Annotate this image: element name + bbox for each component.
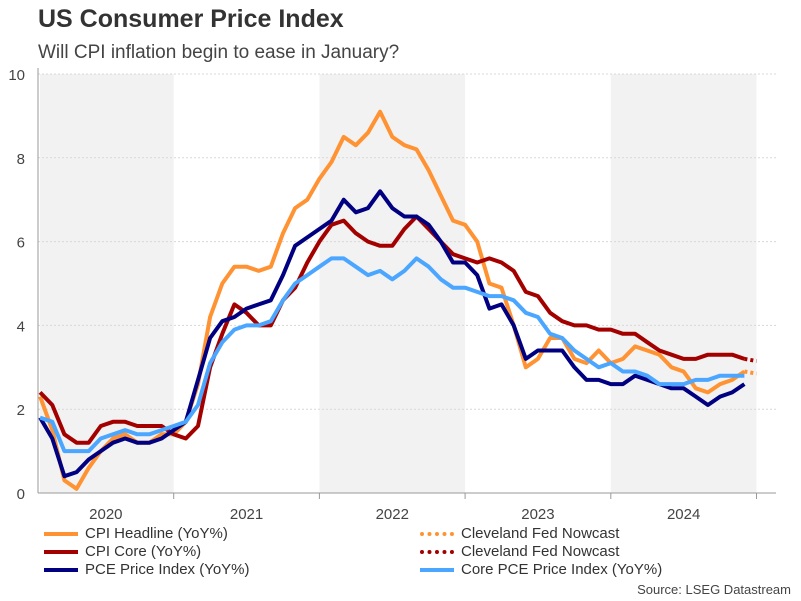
legend-label: Cleveland Fed Nowcast (461, 543, 620, 560)
legend-item: PCE Price Index (YoY%) (44, 561, 250, 578)
series-line-3 (39, 256, 745, 454)
y-tick-label: 10 (8, 67, 25, 84)
legend-item: Cleveland Fed Nowcast (420, 543, 619, 560)
legend-label: CPI Headline (YoY%) (85, 525, 228, 542)
legend-label: CPI Core (YoY%) (85, 543, 202, 560)
series-line-0 (38, 109, 746, 491)
shaded-year-2022 (319, 74, 466, 493)
series-line-1 (38, 214, 746, 445)
legend-swatch (44, 549, 78, 554)
legend-label: Cleveland Fed Nowcast (461, 525, 620, 542)
legend-swatch (420, 567, 454, 572)
y-tick-label: 2 (17, 402, 25, 419)
legend-label: PCE Price Index (YoY%) (85, 561, 250, 578)
x-tick-label: 2020 (89, 506, 122, 523)
series-line-4 (744, 369, 757, 376)
legend-item: CPI Headline (YoY%) (44, 525, 228, 542)
legend-swatch (44, 531, 78, 536)
legend-swatch (420, 531, 454, 536)
x-tick-label: 2022 (376, 506, 409, 523)
shaded-year-2024 (610, 74, 757, 493)
legend-swatch (44, 567, 78, 572)
series-line-5 (744, 356, 757, 363)
legend-item: Core PCE Price Index (YoY%) (420, 561, 662, 578)
y-tick-label: 6 (17, 235, 25, 252)
y-tick-label: 4 (17, 318, 25, 335)
x-tick-label: 2023 (521, 506, 554, 523)
y-tick-label: 8 (17, 151, 25, 168)
source-note: Source: LSEG Datastream (637, 582, 791, 597)
y-tick-label: 0 (17, 486, 25, 503)
shaded-year-2020 (40, 74, 174, 493)
x-tick-label: 2021 (230, 506, 263, 523)
legend-swatch (420, 549, 454, 554)
legend-item: CPI Core (YoY%) (44, 543, 201, 560)
chart-title: US Consumer Price Index (38, 5, 344, 33)
chart-subtitle: Will CPI inflation begin to ease in Janu… (38, 42, 400, 63)
x-tick-label: 2024 (667, 506, 700, 523)
series-line-2 (38, 189, 746, 479)
legend-label: Core PCE Price Index (YoY%) (461, 561, 663, 578)
legend-item: Cleveland Fed Nowcast (420, 525, 619, 542)
